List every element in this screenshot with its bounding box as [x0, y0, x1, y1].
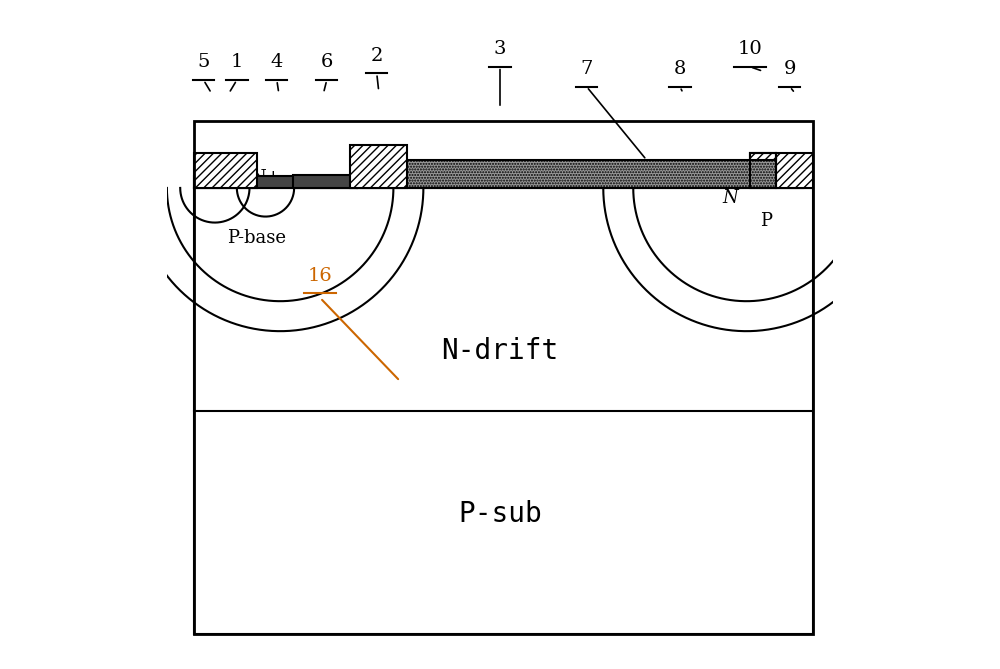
- Bar: [350, 145, 407, 188]
- Text: 10: 10: [737, 40, 762, 58]
- Text: P+: P+: [203, 169, 230, 187]
- Bar: [194, 121, 813, 634]
- Text: 2: 2: [371, 47, 383, 65]
- Text: 4: 4: [271, 54, 283, 72]
- Text: P-base: P-base: [227, 229, 286, 247]
- Text: 1: 1: [231, 54, 243, 72]
- Text: 9: 9: [784, 60, 796, 78]
- Bar: [750, 153, 776, 188]
- Text: N+: N+: [250, 169, 281, 187]
- Text: N-drift: N-drift: [441, 337, 559, 365]
- Bar: [194, 188, 813, 634]
- Bar: [194, 153, 257, 188]
- Text: P: P: [760, 212, 772, 230]
- Bar: [776, 153, 813, 188]
- Bar: [194, 176, 357, 188]
- Text: N: N: [722, 189, 738, 207]
- Bar: [750, 153, 776, 160]
- Text: 16: 16: [308, 266, 332, 284]
- Text: 3: 3: [494, 40, 506, 58]
- Text: 8: 8: [674, 60, 686, 78]
- Text: P-sub: P-sub: [458, 500, 542, 529]
- Bar: [293, 175, 357, 188]
- Text: 6: 6: [321, 54, 333, 72]
- Text: 5: 5: [197, 54, 210, 72]
- Text: 7: 7: [580, 60, 593, 78]
- Bar: [357, 160, 803, 188]
